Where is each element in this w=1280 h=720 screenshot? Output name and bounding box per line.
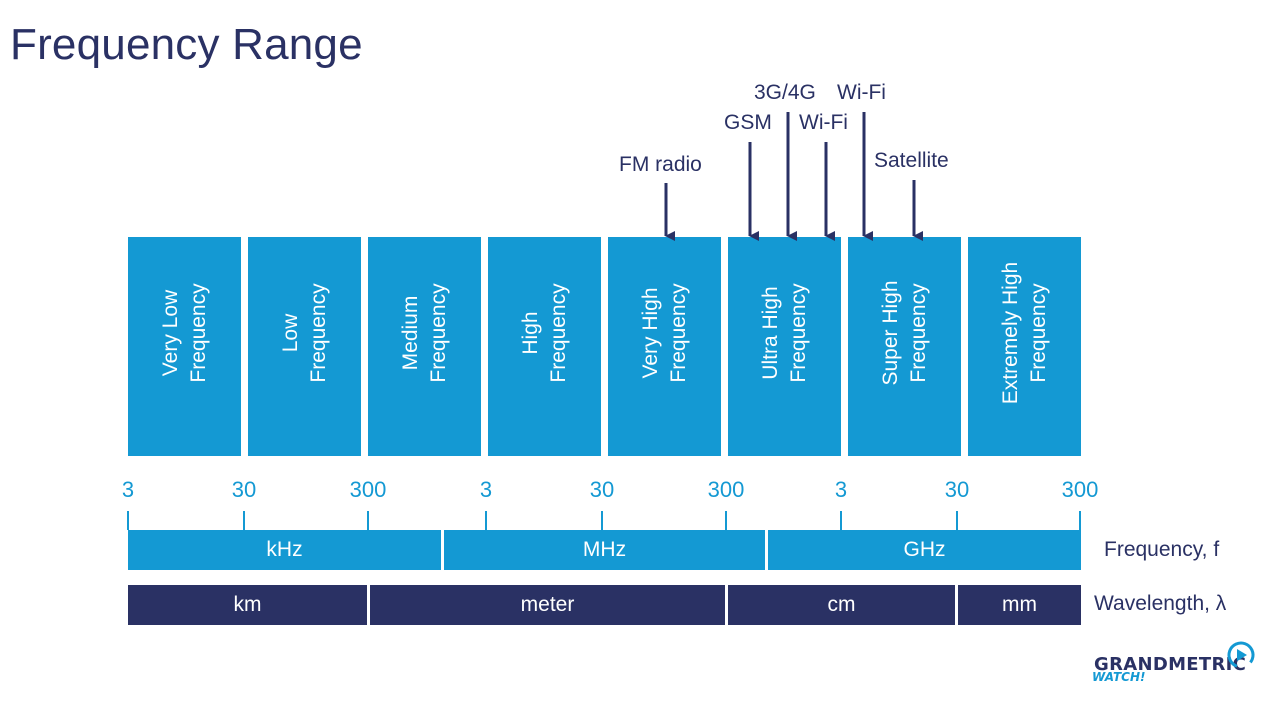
tick-mark: [840, 511, 842, 530]
tick-label: 3: [121, 477, 135, 502]
tick-mark: [601, 511, 603, 530]
tick-label: 300: [707, 477, 745, 502]
band-very-high-frequency: Very High Frequency: [608, 237, 721, 456]
band-very-low-frequency: Very Low Frequency: [128, 237, 241, 456]
tick-mark: [1079, 511, 1081, 530]
tick-mark: [725, 511, 727, 530]
page-title: Frequency Range: [10, 20, 363, 69]
tick-label: 300: [1061, 477, 1099, 502]
app-label-3g4g: 3G/4G: [754, 81, 816, 104]
frequency-unit-ghz: GHz: [768, 530, 1081, 570]
band-low-frequency: Low Frequency: [248, 237, 361, 456]
wavelength-unit-cm: cm: [728, 585, 955, 625]
tick-mark: [243, 511, 245, 530]
wavelength-unit-km: km: [128, 585, 367, 625]
frequency-unit-mhz: MHz: [444, 530, 765, 570]
app-label-wifi: Wi-Fi: [799, 111, 848, 134]
logo-sub: WATCH!: [1092, 670, 1146, 684]
tick-label: 30: [589, 477, 615, 502]
app-label-satellite: Satellite: [874, 149, 949, 172]
grandmetric-logo: GRANDMETRIC WATCH!: [1092, 640, 1262, 690]
band-super-high-frequency: Super High Frequency: [848, 237, 961, 456]
tick-label: 3: [834, 477, 848, 502]
play-icon: [1227, 641, 1255, 669]
tick-mark: [956, 511, 958, 530]
band-extremely-high-frequency: Extremely High Frequency: [968, 237, 1081, 456]
tick-mark: [367, 511, 369, 530]
wavelength-unit-mm: mm: [958, 585, 1081, 625]
app-label-gsm: GSM: [724, 111, 772, 134]
band-high-frequency: High Frequency: [488, 237, 601, 456]
band-ultra-high-frequency: Ultra High Frequency: [728, 237, 841, 456]
tick-label: 300: [349, 477, 387, 502]
frequency-row-label: Frequency, f: [1104, 538, 1220, 561]
frequency-unit-khz: kHz: [128, 530, 441, 570]
tick-label: 30: [944, 477, 970, 502]
wavelength-row-label: Wavelength, λ: [1094, 592, 1227, 615]
tick-mark: [127, 511, 129, 530]
logo-name: GRANDMETRIC: [1094, 654, 1247, 675]
app-label-fm-radio: FM radio: [619, 153, 702, 176]
band-medium-frequency: Medium Frequency: [368, 237, 481, 456]
tick-mark: [485, 511, 487, 530]
tick-label: 3: [479, 477, 493, 502]
wavelength-unit-meter: meter: [370, 585, 725, 625]
tick-label: 30: [231, 477, 257, 502]
app-label-wifi-top: Wi-Fi: [837, 81, 886, 104]
